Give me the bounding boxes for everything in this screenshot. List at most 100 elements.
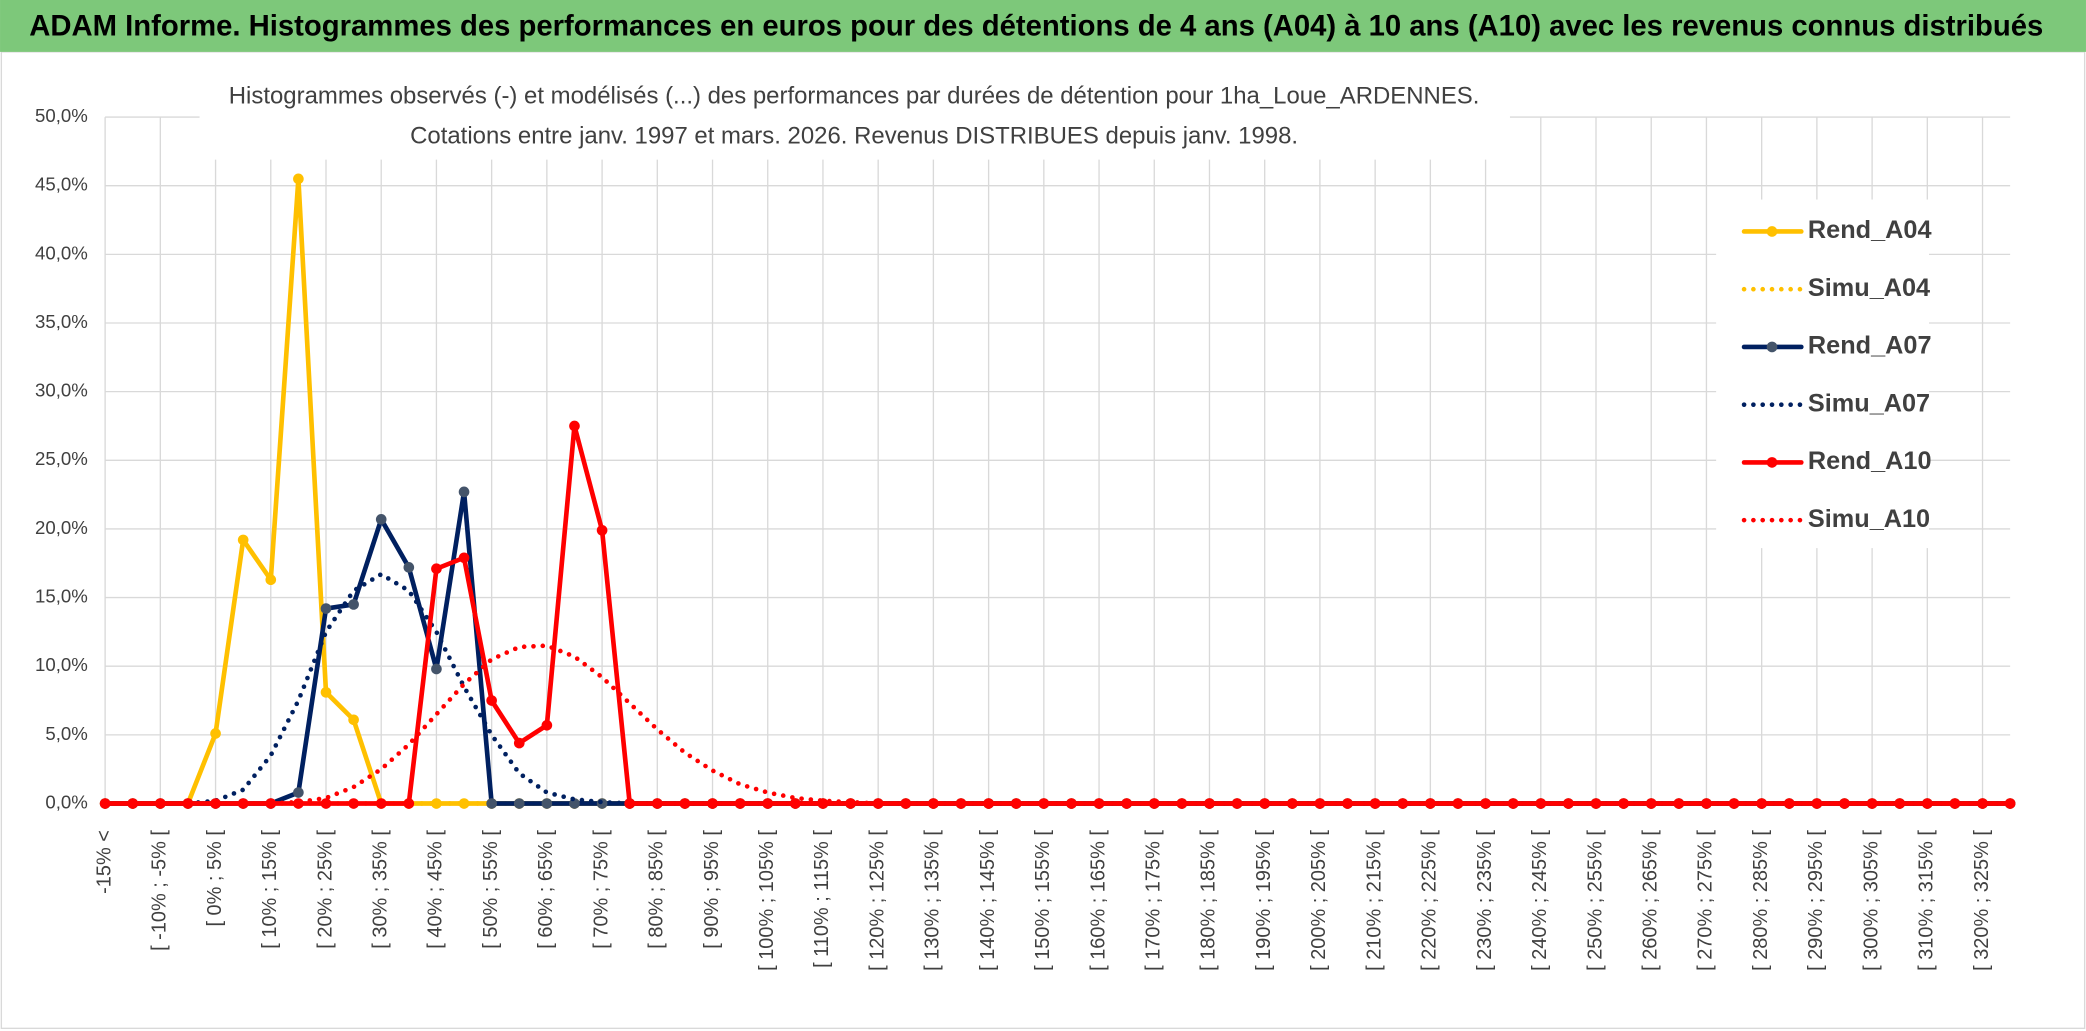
marker xyxy=(431,663,442,675)
y-tick-label: 20,0% xyxy=(35,517,88,538)
legend-marker xyxy=(1766,457,1778,468)
marker xyxy=(1342,798,1353,809)
x-tick-label: [ 170% ; 175% [ xyxy=(1143,830,1165,971)
x-tick-label: [ 50% ; 55% [ xyxy=(480,830,502,949)
marker xyxy=(541,798,553,809)
x-tick-label: [ 310% ; 315% [ xyxy=(1916,830,1938,971)
marker xyxy=(458,798,470,809)
legend-bg xyxy=(1716,199,1929,549)
page-title: ADAM Informe. Histogrammes des performan… xyxy=(29,11,2043,43)
marker xyxy=(596,524,608,536)
x-tick-label: [ 240% ; 245% [ xyxy=(1529,830,1551,971)
x-tick-label: -15% < xyxy=(93,830,115,894)
marker xyxy=(513,737,525,749)
marker xyxy=(1618,798,1629,809)
legend-label: Rend_A04 xyxy=(1808,216,1932,244)
marker xyxy=(569,420,580,432)
x-tick-label: [ 270% ; 275% [ xyxy=(1695,830,1717,971)
legend-label: Rend_A07 xyxy=(1808,332,1932,360)
legend-label: Simu_A07 xyxy=(1808,389,1930,417)
marker xyxy=(1480,798,1491,809)
y-tick-label: 25,0% xyxy=(35,448,88,469)
marker xyxy=(1286,798,1298,809)
x-tick-label: [ 40% ; 45% [ xyxy=(425,830,447,949)
x-tick-label: [ 120% ; 125% [ xyxy=(866,830,888,971)
marker xyxy=(1425,798,1436,809)
marker xyxy=(1507,798,1519,809)
marker xyxy=(1645,798,1657,809)
y-tick-label: 0,0% xyxy=(45,791,87,812)
marker xyxy=(293,173,304,185)
marker xyxy=(651,798,663,809)
marker xyxy=(265,574,277,586)
y-tick-label: 50,0% xyxy=(35,105,88,126)
marker xyxy=(2004,798,2016,809)
x-tick-label: [ 290% ; 295% [ xyxy=(1805,830,1827,971)
x-tick-label: [ 110% ; 115% [ xyxy=(811,830,833,968)
marker xyxy=(348,798,359,809)
plot xyxy=(99,173,2016,809)
y-tick-label: 5,0% xyxy=(45,723,87,744)
marker xyxy=(541,719,553,731)
marker xyxy=(403,562,415,573)
marker xyxy=(458,552,470,564)
legend-label: Rend_A10 xyxy=(1808,447,1932,475)
y-tick-label: 15,0% xyxy=(35,586,88,607)
x-tick-label: [ 0% ; 5% [ xyxy=(204,830,226,927)
x-tick-label: [ 150% ; 155% [ xyxy=(1032,830,1054,971)
x-tick-label: [ 300% ; 305% [ xyxy=(1860,830,1882,971)
x-tick-label: [ 100% ; 105% [ xyxy=(756,830,778,971)
marker xyxy=(320,798,332,809)
marker xyxy=(1535,798,1547,809)
marker xyxy=(458,486,470,498)
marker xyxy=(210,728,221,739)
y-tick-label: 40,0% xyxy=(35,242,88,263)
marker xyxy=(679,798,691,809)
x-tick-label: [ 220% ; 225% [ xyxy=(1419,830,1441,971)
marker xyxy=(348,714,359,726)
marker xyxy=(762,798,774,809)
marker xyxy=(1314,798,1326,809)
y-tick-label: 10,0% xyxy=(35,654,88,675)
x-tick-label: [ 230% ; 235% [ xyxy=(1474,830,1496,971)
marker xyxy=(1590,798,1602,809)
title-bar xyxy=(0,0,2086,52)
x-tick-label: [ 260% ; 265% [ xyxy=(1639,830,1661,971)
legend-label: Simu_A10 xyxy=(1808,505,1930,533)
marker xyxy=(348,599,359,610)
marker xyxy=(513,798,525,809)
x-tick-label: [ -10% ; -5% [ xyxy=(149,830,171,951)
marker xyxy=(431,563,442,575)
marker xyxy=(1452,798,1464,809)
x-tick-label: [ 10% ; 15% [ xyxy=(259,830,281,949)
y-tick-label: 45,0% xyxy=(35,174,88,195)
marker xyxy=(1369,798,1381,809)
title-bg xyxy=(199,77,1510,160)
marker xyxy=(320,686,332,698)
marker xyxy=(790,798,801,809)
x-tick-label: [ 180% ; 185% [ xyxy=(1198,830,1220,971)
x-tick-label: [ 250% ; 255% [ xyxy=(1584,830,1606,971)
x-tick-label: [ 60% ; 65% [ xyxy=(535,830,557,949)
x-tick-label: [ 130% ; 135% [ xyxy=(922,830,944,971)
chart-title: Histogrammes observés (-) et modélisés (… xyxy=(229,82,1480,109)
x-tick-label: [ 70% ; 75% [ xyxy=(590,830,612,949)
x-tick-label: [ 200% ; 205% [ xyxy=(1308,830,1330,971)
x-tick-label: [ 30% ; 35% [ xyxy=(369,830,391,949)
x-tick-label: [ 80% ; 85% [ xyxy=(646,830,668,949)
marker xyxy=(375,798,387,809)
x-tick-label: [ 190% ; 195% [ xyxy=(1253,830,1275,971)
overlay: Histogrammes observés (-) et modélisés (… xyxy=(199,77,1932,549)
legend-label: Simu_A04 xyxy=(1808,274,1930,302)
legend-marker xyxy=(1766,226,1778,237)
marker xyxy=(734,798,746,809)
x-tick-label: [ 280% ; 285% [ xyxy=(1750,830,1772,971)
legend-marker xyxy=(1766,341,1778,353)
marker xyxy=(403,798,415,809)
marker xyxy=(1563,798,1574,809)
marker xyxy=(624,798,636,809)
marker xyxy=(237,534,249,546)
marker xyxy=(375,514,387,525)
